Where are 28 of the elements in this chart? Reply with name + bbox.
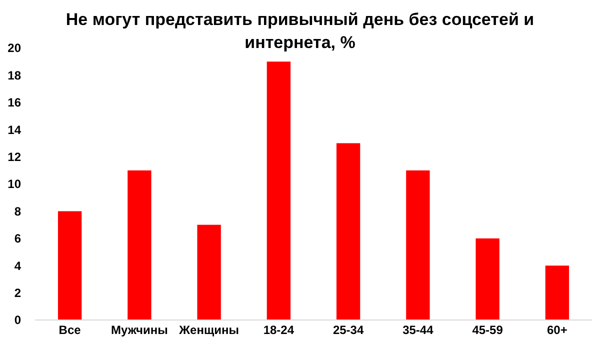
- bar: [545, 266, 570, 320]
- bar: [197, 224, 221, 320]
- x-tick-label: 25-34: [332, 323, 364, 337]
- bar: [58, 211, 82, 320]
- x-tick-label: 35-44: [402, 323, 434, 337]
- y-tick-label: 4: [14, 258, 22, 273]
- y-tick-label: 0: [14, 313, 22, 328]
- y-tick-label: 20: [8, 41, 22, 56]
- y-tick-label: 8: [14, 204, 22, 218]
- y-tick-label: 14: [8, 122, 22, 137]
- x-tick-label: Все: [58, 323, 82, 337]
- bar: [406, 170, 430, 320]
- x-tick-label: 45-59: [472, 323, 504, 337]
- bar: [128, 170, 152, 320]
- y-tick-label: 2: [14, 286, 22, 300]
- y-tick-label: 18: [8, 68, 22, 82]
- bar: [266, 62, 291, 320]
- y-tick-label: 12: [8, 150, 22, 164]
- chart-title: Не могут представить привычный день без соцсетей и интернета, %: [66, 10, 534, 52]
- x-tick-label: Мужчины: [111, 323, 168, 337]
- bar: [476, 238, 500, 320]
- x-tick-label: 18-24: [263, 323, 294, 337]
- y-tick-label: 16: [8, 96, 22, 110]
- bar: [336, 143, 360, 320]
- x-tick-label: Женщины: [178, 323, 239, 337]
- y-tick-label: 6: [14, 232, 22, 246]
- y-tick-label: 10: [8, 177, 22, 192]
- x-tick-label: 60+: [547, 323, 568, 337]
